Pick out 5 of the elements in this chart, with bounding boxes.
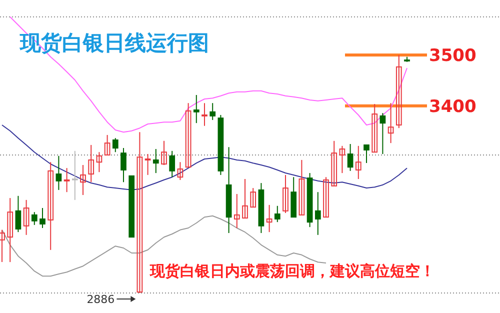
text: 3400 [429,96,476,117]
annotation: 2886 [86,293,115,306]
annotation: 现货白银日内或震荡回调，建议高位短空！ [149,262,435,280]
chart-title: 现货白银日线运行图 [19,31,209,55]
text: 3500 [429,46,476,66]
